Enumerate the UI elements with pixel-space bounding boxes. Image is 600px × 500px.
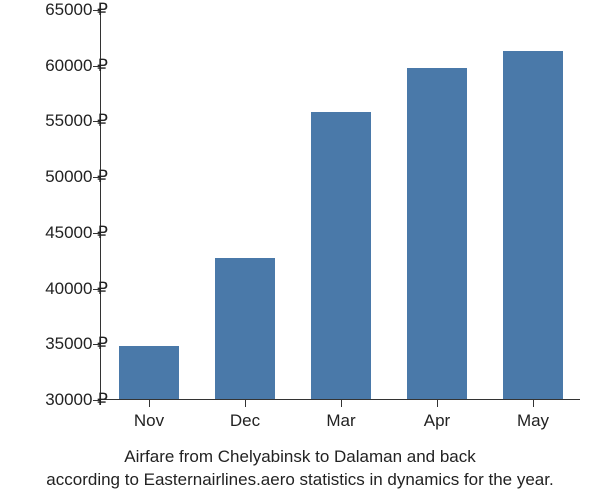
x-axis-label: Apr [424, 411, 450, 431]
y-axis-label: 35000 ₽ [45, 334, 108, 354]
x-tick [245, 399, 246, 407]
plot-area: NovDecMarAprMay [100, 10, 580, 400]
bar [407, 68, 467, 399]
bar [311, 112, 371, 399]
x-axis-label: Nov [134, 411, 164, 431]
y-axis-label: 60000 ₽ [45, 56, 108, 76]
y-axis-label: 40000 ₽ [45, 279, 108, 299]
x-axis-label: Mar [326, 411, 355, 431]
caption-line-2: according to Easternairlines.aero statis… [46, 470, 553, 489]
x-tick [533, 399, 534, 407]
y-axis-label: 50000 ₽ [45, 167, 108, 187]
x-tick [149, 399, 150, 407]
x-tick [437, 399, 438, 407]
x-tick [341, 399, 342, 407]
x-axis-label: Dec [230, 411, 260, 431]
bar [119, 346, 179, 399]
y-axis-label: 65000 ₽ [45, 0, 108, 20]
y-axis-label: 55000 ₽ [45, 111, 108, 131]
caption-line-1: Airfare from Chelyabinsk to Dalaman and … [124, 447, 476, 466]
bar [503, 51, 563, 399]
y-axis-label: 45000 ₽ [45, 223, 108, 243]
x-axis-label: May [517, 411, 549, 431]
airfare-chart: NovDecMarAprMay Airfare from Chelyabinsk… [0, 0, 600, 500]
bar [215, 258, 275, 400]
chart-caption: Airfare from Chelyabinsk to Dalaman and … [0, 446, 600, 492]
y-axis-label: 30000 ₽ [45, 390, 108, 410]
